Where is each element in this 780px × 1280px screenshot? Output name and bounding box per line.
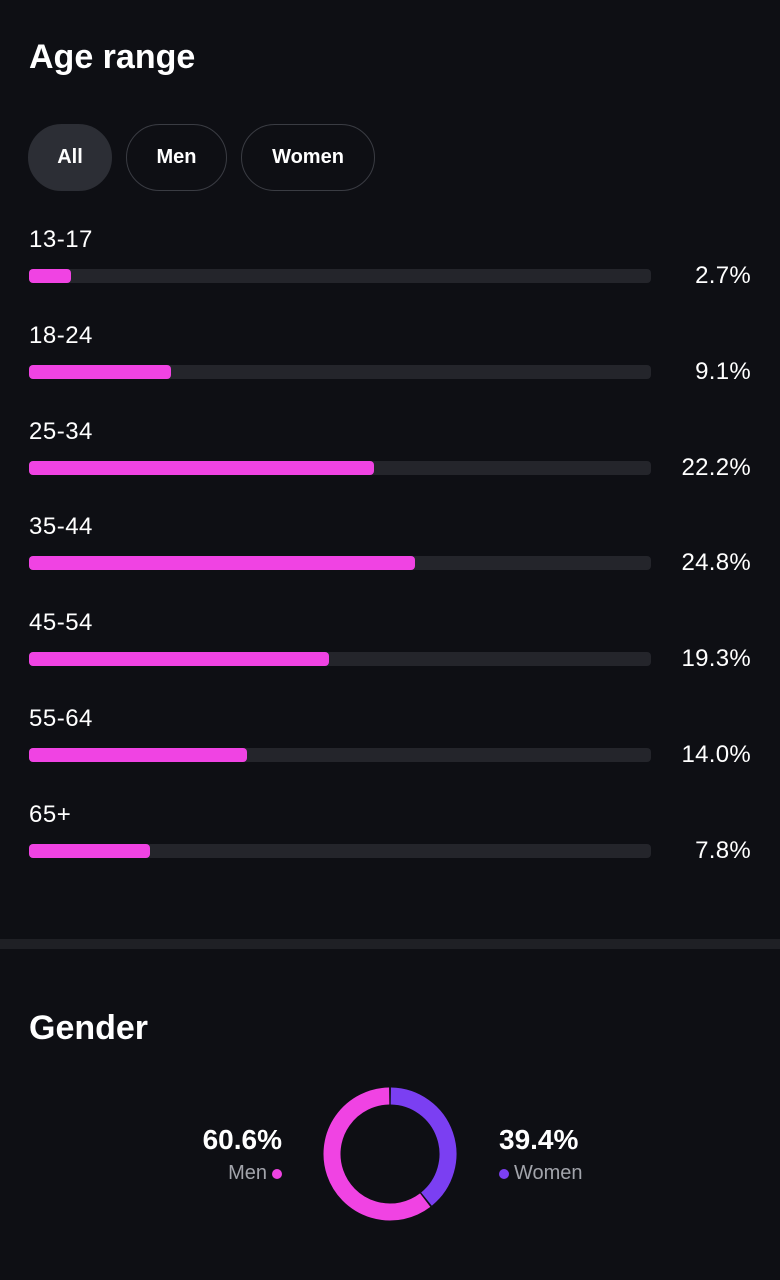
age-bar-fill (29, 652, 330, 667)
women-percent: 39.4% (499, 1124, 579, 1155)
gender-donut-chart (323, 1087, 457, 1221)
gender-title: Gender (29, 1009, 149, 1047)
age-bar-track (29, 460, 651, 475)
women-legend: Women (499, 1162, 583, 1185)
women-legend-label: Women (514, 1162, 583, 1184)
filter-all-button[interactable]: All (28, 124, 112, 191)
age-bar-fill (29, 556, 415, 571)
age-row-65-plus: 65+ 7.8% (29, 801, 751, 881)
women-stat: 39.4% Women (499, 1124, 583, 1185)
age-percent-label: 24.8% (681, 549, 751, 577)
men-percent: 60.6% (202, 1124, 282, 1155)
age-label: 45-54 (29, 609, 93, 637)
age-label: 35-44 (29, 513, 93, 541)
age-row-18-24: 18-24 9.1% (29, 322, 751, 402)
age-bar-fill (29, 748, 247, 762)
men-legend-dot (272, 1168, 282, 1179)
age-label: 18-24 (29, 321, 93, 349)
age-bar-track (29, 843, 651, 858)
donut-slice-women (390, 1087, 457, 1206)
age-percent-label: 14.0% (681, 741, 751, 768)
age-percent-label: 19.3% (681, 645, 751, 673)
donut-slice-men (323, 1087, 431, 1221)
age-label: 13-17 (29, 226, 93, 253)
age-percent-label: 7.8% (695, 836, 751, 864)
age-bar-fill (29, 269, 71, 283)
age-bar-track (29, 652, 651, 667)
age-bar-fill (29, 843, 151, 858)
age-label: 55-64 (29, 705, 93, 732)
age-bar-track (29, 269, 651, 283)
men-legend-label: Men (228, 1162, 267, 1184)
age-percent-label: 22.2% (681, 453, 751, 481)
age-percent-label: 9.1% (695, 357, 751, 385)
age-label: 25-34 (29, 417, 93, 445)
age-percent-label: 2.7% (695, 262, 751, 289)
age-range-title: Age range (29, 38, 196, 76)
age-bar-fill (29, 364, 171, 379)
men-stat: 60.6% Men (203, 1124, 282, 1185)
section-divider (0, 939, 780, 949)
age-bar-track (29, 748, 651, 762)
age-row-45-54: 45-54 19.3% (29, 609, 751, 689)
age-bar-track (29, 556, 651, 571)
filter-women-button[interactable]: Women (241, 124, 375, 191)
age-filter-group: All Men Women (28, 124, 375, 191)
men-legend: Men (203, 1162, 282, 1185)
age-row-13-17: 13-17 2.7% (29, 226, 751, 306)
age-row-25-34: 25-34 22.2% (29, 418, 751, 498)
age-bar-fill (29, 460, 375, 475)
age-row-35-44: 35-44 24.8% (29, 513, 751, 593)
age-row-55-64: 55-64 14.0% (29, 705, 751, 785)
age-bar-track (29, 364, 651, 379)
filter-men-button[interactable]: Men (126, 124, 227, 191)
age-label: 65+ (29, 800, 72, 828)
women-legend-dot (499, 1168, 509, 1179)
